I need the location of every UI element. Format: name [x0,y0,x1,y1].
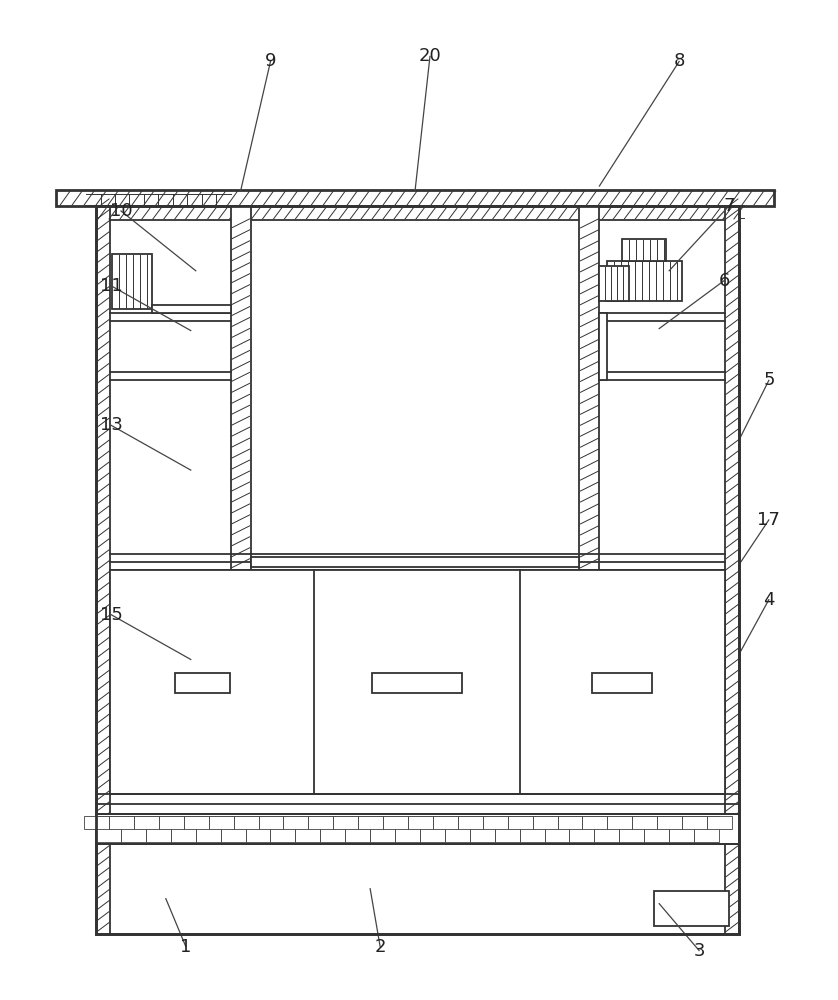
Bar [594,816,619,842]
Bar [251,557,579,567]
Bar [372,673,462,693]
Bar [383,816,408,829]
Bar [320,816,345,842]
Text: 9: 9 [265,52,277,70]
Bar [271,816,296,842]
Bar [175,673,230,693]
Text: 20: 20 [419,47,442,65]
Bar [334,816,358,829]
Bar [579,206,599,570]
Bar [121,816,146,842]
Text: 6: 6 [718,272,730,290]
Bar [608,816,633,829]
Bar [146,816,171,842]
Bar [296,816,320,842]
Bar [370,816,395,842]
Bar [599,313,608,380]
Bar [259,816,283,829]
Bar [494,816,520,842]
Bar [220,816,246,842]
Bar [670,816,694,842]
Text: 4: 4 [763,591,774,609]
Bar [570,816,594,842]
Bar [134,816,159,829]
Bar [96,814,739,844]
Bar [533,816,557,829]
Bar [96,206,739,934]
Bar [96,816,121,842]
Bar [395,816,420,842]
Bar [623,239,666,261]
Bar [152,305,230,313]
Bar [171,816,196,842]
Bar [707,816,732,829]
Bar [56,190,773,206]
Bar [110,570,725,794]
Bar [582,816,608,829]
Bar [608,261,682,301]
Bar [592,673,652,693]
Bar [520,816,545,842]
Bar [112,254,152,309]
Bar [308,816,334,829]
Bar [545,816,570,842]
Text: 8: 8 [674,52,685,70]
Bar [196,816,220,842]
Bar [470,816,494,842]
Bar [345,816,370,842]
Bar [445,816,470,842]
Bar [420,816,445,842]
Bar [599,266,629,301]
Bar [246,816,271,842]
Bar [209,816,234,829]
Bar [458,816,483,829]
Bar [508,816,533,829]
Text: 5: 5 [763,371,774,389]
Bar [483,816,508,829]
Text: 10: 10 [110,202,132,220]
Bar [96,206,739,934]
Text: 11: 11 [100,277,122,295]
Bar [654,891,729,926]
Bar [159,816,184,829]
Bar [557,816,582,829]
Bar [109,816,134,829]
Bar [84,816,109,829]
Text: 7: 7 [723,197,735,215]
Bar [657,816,682,829]
Text: 1: 1 [180,938,191,956]
Text: 3: 3 [693,942,705,960]
Bar [682,816,707,829]
Bar [184,816,209,829]
Bar [230,206,251,570]
Bar [694,816,719,842]
Text: 17: 17 [758,511,780,529]
Bar [408,816,433,829]
Text: 2: 2 [375,938,385,956]
Bar [234,816,259,829]
Bar [358,816,383,829]
Bar [619,816,644,842]
Bar [433,816,458,829]
Bar [283,816,308,829]
Bar [633,816,657,829]
Text: 15: 15 [100,606,122,624]
Text: 13: 13 [100,416,122,434]
Bar [644,816,670,842]
